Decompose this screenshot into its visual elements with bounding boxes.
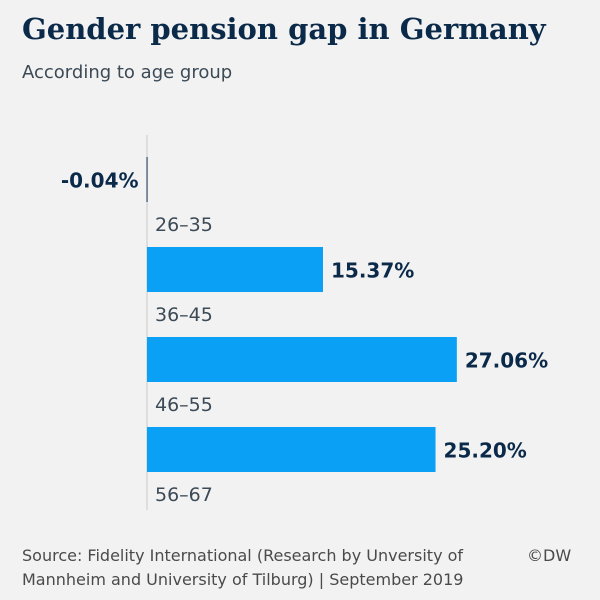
bar-56–67	[147, 427, 436, 472]
value-label-56–67: 25.20%	[444, 439, 527, 463]
value-label-46–55: 27.06%	[465, 349, 548, 373]
source-note: Source: Fidelity International (Research…	[22, 544, 522, 592]
chart-subtitle: According to age group	[22, 62, 233, 83]
value-label-36–45: 15.37%	[331, 259, 414, 283]
bar-26–35	[146, 157, 148, 202]
category-label-56–67: 56–67	[155, 484, 213, 506]
category-label-26–35: 26–35	[155, 214, 213, 236]
dw-credit: ©DW	[527, 546, 572, 565]
bar-46–55	[147, 337, 457, 382]
category-label-36–45: 36–45	[155, 304, 213, 326]
source-line-2: Mannheim and University of Tilburg) | Se…	[22, 570, 464, 589]
bar-chart: -0.04% 26–35 15.37% 36–45 27.06% 46–55 25.20% 5…	[61, 135, 548, 510]
chart-title: Gender pension gap in Germany	[22, 12, 546, 46]
source-line-1: Source: Fidelity International (Research…	[22, 546, 464, 565]
bar-36–45	[147, 247, 323, 292]
value-label-26–35: -0.04%	[61, 169, 139, 193]
category-label-46–55: 46–55	[155, 394, 213, 416]
